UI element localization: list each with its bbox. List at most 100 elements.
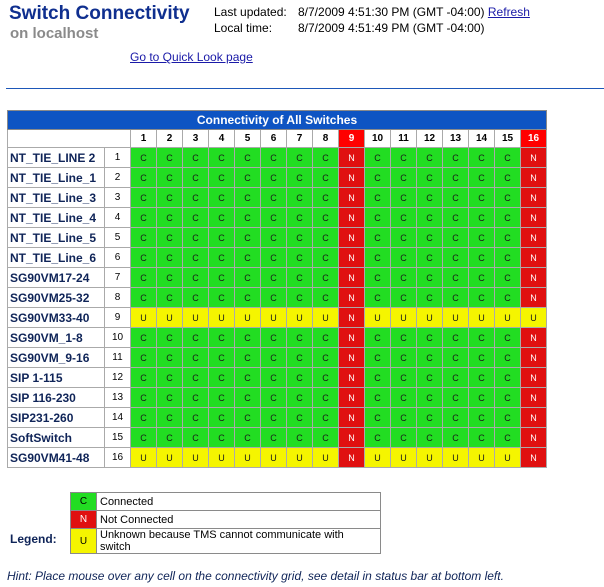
connectivity-cell[interactable]: N bbox=[338, 447, 365, 468]
connectivity-cell[interactable]: C bbox=[286, 207, 313, 228]
connectivity-cell[interactable]: C bbox=[156, 187, 183, 208]
connectivity-cell[interactable]: C bbox=[260, 327, 287, 348]
connectivity-cell[interactable]: C bbox=[156, 367, 183, 388]
connectivity-cell[interactable]: C bbox=[364, 287, 391, 308]
connectivity-cell[interactable]: C bbox=[312, 207, 339, 228]
connectivity-cell[interactable]: C bbox=[390, 387, 417, 408]
connectivity-cell[interactable]: C bbox=[208, 407, 235, 428]
connectivity-cell[interactable]: C bbox=[260, 407, 287, 428]
connectivity-cell[interactable]: C bbox=[494, 327, 521, 348]
connectivity-cell[interactable]: C bbox=[468, 167, 495, 188]
connectivity-cell[interactable]: C bbox=[468, 427, 495, 448]
connectivity-cell[interactable]: C bbox=[312, 427, 339, 448]
connectivity-cell[interactable]: C bbox=[286, 327, 313, 348]
connectivity-cell[interactable]: C bbox=[390, 227, 417, 248]
connectivity-cell[interactable]: N bbox=[338, 187, 365, 208]
connectivity-cell[interactable]: C bbox=[260, 207, 287, 228]
connectivity-cell[interactable]: C bbox=[442, 327, 469, 348]
connectivity-cell[interactable]: N bbox=[520, 427, 547, 448]
connectivity-cell[interactable]: C bbox=[468, 407, 495, 428]
connectivity-cell[interactable]: C bbox=[416, 367, 443, 388]
connectivity-cell[interactable]: U bbox=[182, 307, 209, 328]
connectivity-cell[interactable]: C bbox=[286, 267, 313, 288]
connectivity-cell[interactable]: C bbox=[416, 407, 443, 428]
connectivity-cell[interactable]: U bbox=[286, 307, 313, 328]
connectivity-cell[interactable]: C bbox=[234, 147, 261, 168]
connectivity-cell[interactable]: C bbox=[312, 267, 339, 288]
connectivity-cell[interactable]: C bbox=[468, 207, 495, 228]
connectivity-cell[interactable]: C bbox=[156, 207, 183, 228]
connectivity-cell[interactable]: C bbox=[208, 187, 235, 208]
connectivity-cell[interactable]: C bbox=[364, 187, 391, 208]
connectivity-cell[interactable]: C bbox=[130, 227, 157, 248]
connectivity-cell[interactable]: C bbox=[364, 207, 391, 228]
connectivity-cell[interactable]: N bbox=[520, 327, 547, 348]
connectivity-cell[interactable]: C bbox=[442, 147, 469, 168]
connectivity-cell[interactable]: C bbox=[182, 327, 209, 348]
connectivity-cell[interactable]: C bbox=[390, 187, 417, 208]
connectivity-cell[interactable]: N bbox=[520, 187, 547, 208]
connectivity-cell[interactable]: C bbox=[130, 287, 157, 308]
connectivity-cell[interactable]: C bbox=[182, 167, 209, 188]
connectivity-cell[interactable]: N bbox=[520, 227, 547, 248]
connectivity-cell[interactable]: C bbox=[234, 267, 261, 288]
connectivity-cell[interactable]: C bbox=[234, 227, 261, 248]
connectivity-cell[interactable]: C bbox=[312, 407, 339, 428]
refresh-link[interactable]: Refresh bbox=[487, 5, 530, 19]
connectivity-cell[interactable]: U bbox=[390, 307, 417, 328]
connectivity-cell[interactable]: C bbox=[416, 187, 443, 208]
connectivity-cell[interactable]: C bbox=[234, 287, 261, 308]
connectivity-cell[interactable]: C bbox=[442, 247, 469, 268]
connectivity-cell[interactable]: C bbox=[390, 247, 417, 268]
connectivity-cell[interactable]: C bbox=[130, 187, 157, 208]
connectivity-cell[interactable]: N bbox=[520, 147, 547, 168]
connectivity-cell[interactable]: C bbox=[468, 267, 495, 288]
connectivity-cell[interactable]: C bbox=[312, 227, 339, 248]
connectivity-cell[interactable]: C bbox=[416, 227, 443, 248]
connectivity-cell[interactable]: C bbox=[156, 147, 183, 168]
connectivity-cell[interactable]: C bbox=[494, 267, 521, 288]
connectivity-cell[interactable]: C bbox=[494, 187, 521, 208]
connectivity-cell[interactable]: N bbox=[520, 247, 547, 268]
connectivity-cell[interactable]: C bbox=[286, 347, 313, 368]
connectivity-cell[interactable]: U bbox=[260, 307, 287, 328]
connectivity-cell[interactable]: C bbox=[286, 367, 313, 388]
connectivity-cell[interactable]: C bbox=[468, 187, 495, 208]
connectivity-cell[interactable]: C bbox=[416, 247, 443, 268]
connectivity-cell[interactable]: C bbox=[312, 187, 339, 208]
connectivity-cell[interactable]: N bbox=[520, 387, 547, 408]
connectivity-cell[interactable]: U bbox=[364, 307, 391, 328]
connectivity-cell[interactable]: C bbox=[312, 327, 339, 348]
connectivity-cell[interactable]: C bbox=[364, 347, 391, 368]
connectivity-cell[interactable]: C bbox=[130, 427, 157, 448]
connectivity-cell[interactable]: C bbox=[130, 167, 157, 188]
connectivity-cell[interactable]: C bbox=[260, 247, 287, 268]
connectivity-cell[interactable]: C bbox=[364, 247, 391, 268]
connectivity-cell[interactable]: U bbox=[494, 307, 521, 328]
connectivity-cell[interactable]: N bbox=[520, 367, 547, 388]
connectivity-cell[interactable]: C bbox=[234, 207, 261, 228]
connectivity-cell[interactable]: C bbox=[364, 147, 391, 168]
connectivity-cell[interactable]: C bbox=[286, 287, 313, 308]
connectivity-cell[interactable]: C bbox=[312, 287, 339, 308]
connectivity-cell[interactable]: C bbox=[208, 387, 235, 408]
connectivity-cell[interactable]: C bbox=[208, 247, 235, 268]
connectivity-cell[interactable]: U bbox=[364, 447, 391, 468]
connectivity-cell[interactable]: C bbox=[286, 427, 313, 448]
connectivity-cell[interactable]: C bbox=[416, 287, 443, 308]
connectivity-cell[interactable]: N bbox=[338, 267, 365, 288]
connectivity-cell[interactable]: C bbox=[182, 187, 209, 208]
connectivity-cell[interactable]: C bbox=[442, 427, 469, 448]
connectivity-cell[interactable]: C bbox=[260, 227, 287, 248]
connectivity-cell[interactable]: U bbox=[494, 447, 521, 468]
connectivity-cell[interactable]: C bbox=[130, 327, 157, 348]
connectivity-cell[interactable]: C bbox=[364, 327, 391, 348]
connectivity-cell[interactable]: U bbox=[442, 447, 469, 468]
connectivity-cell[interactable]: C bbox=[156, 247, 183, 268]
connectivity-cell[interactable]: C bbox=[208, 327, 235, 348]
connectivity-cell[interactable]: C bbox=[130, 367, 157, 388]
connectivity-cell[interactable]: C bbox=[234, 187, 261, 208]
connectivity-cell[interactable]: C bbox=[468, 327, 495, 348]
connectivity-cell[interactable]: N bbox=[520, 407, 547, 428]
connectivity-cell[interactable]: U bbox=[286, 447, 313, 468]
